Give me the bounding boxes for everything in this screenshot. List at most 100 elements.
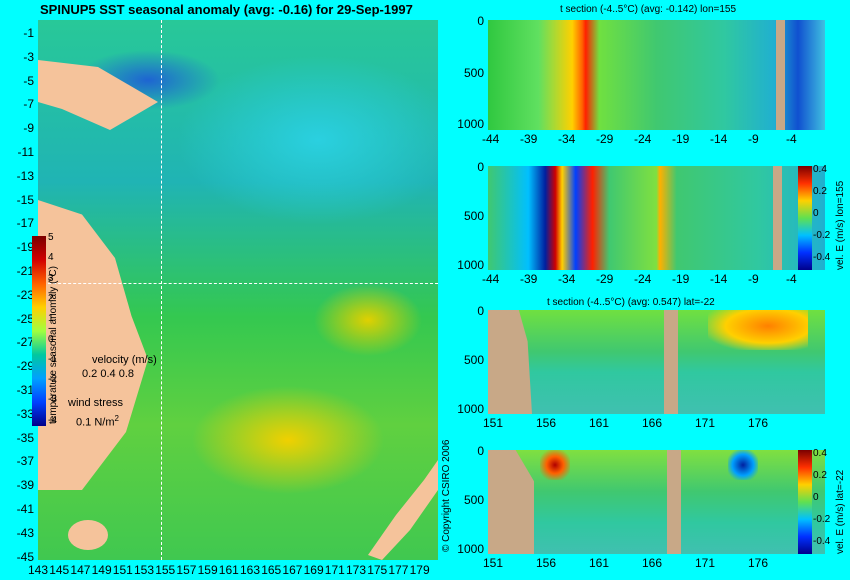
longitude-tick: 143 xyxy=(28,563,49,577)
panel1-y-tick: 0 xyxy=(477,14,484,28)
panel4-x-tick: 171 xyxy=(695,556,716,570)
panel3-land-mask-mid xyxy=(664,310,678,414)
panel2-x-tick: -34 xyxy=(558,272,576,286)
panel1-title: t section (-4..5°C) (avg: -0.142) lon=15… xyxy=(560,4,737,15)
colorbar-tick: -3 xyxy=(48,394,57,406)
panel4-x-tick: 161 xyxy=(589,556,610,570)
chart-title: SPINUP5 SST seasonal anomaly (avg: -0.16… xyxy=(40,2,413,17)
latitude-tick: -31 xyxy=(16,383,34,397)
temperature-colorbar xyxy=(32,236,46,426)
panel2-y-tick: 0 xyxy=(477,160,484,174)
colorbar-label: temperature seasonal anomaly (°C) xyxy=(48,266,59,424)
panel2-cb-tick: -0.4 xyxy=(813,252,831,263)
panel2-x-tick: -14 xyxy=(710,272,728,286)
panel3-heatmap xyxy=(488,310,825,414)
longitude-tick: 161 xyxy=(218,563,239,577)
crosshair-vertical xyxy=(161,20,162,560)
longitude-tick: 157 xyxy=(176,563,197,577)
panel3-land-mask-left xyxy=(488,310,532,414)
panel1-x-tick: -24 xyxy=(634,132,652,146)
longitude-tick: 177 xyxy=(388,563,409,577)
panel4-land-mask-left xyxy=(488,450,534,554)
latitude-tick: -15 xyxy=(16,192,34,207)
latitude-tick: -25 xyxy=(16,311,34,326)
latitude-tick: -27 xyxy=(16,335,34,350)
longitude-tick: 169 xyxy=(303,563,324,577)
panel4-cb-tick: 0.4 xyxy=(813,448,827,459)
colorbar-tick: 3 xyxy=(48,272,54,284)
panel2-x-tick: -9 xyxy=(748,272,759,286)
panel3-x-tick: 161 xyxy=(589,416,610,430)
panel4-warm-patch xyxy=(540,450,570,480)
panel1-x-tick: -39 xyxy=(520,132,538,146)
panel2-x-tick: -44 xyxy=(482,272,500,286)
panel2-cb-label: vel. E (m/s) lon=155 xyxy=(835,180,846,270)
longitude-tick: 153 xyxy=(134,563,155,577)
latitude-tick: -41 xyxy=(16,502,34,516)
panel3-x-tick: 156 xyxy=(536,416,557,430)
latitude-tick: -7 xyxy=(23,97,34,112)
colorbar-tick: 2 xyxy=(48,292,54,304)
panel2-x-tick: -24 xyxy=(634,272,652,286)
panel3-x-tick: 176 xyxy=(748,416,769,430)
latitude-tick: -35 xyxy=(16,430,34,445)
colorbar-tick: 1 xyxy=(48,313,54,325)
panel1-heatmap xyxy=(488,20,825,130)
latitude-tick: -39 xyxy=(16,478,34,493)
longitude-tick: 151 xyxy=(112,563,133,577)
new-guinea-land xyxy=(38,60,158,130)
panel2-cb-tick: 0.4 xyxy=(813,164,827,175)
panel1-x-tick: -14 xyxy=(710,132,728,146)
panel1-x-tick: -19 xyxy=(672,132,690,146)
latitude-tick: -21 xyxy=(16,264,34,278)
wind-stress-scale: 0.1 N/m2 xyxy=(76,414,119,429)
panel2-heatmap xyxy=(488,166,825,270)
panel4-cb-tick: 0.2 xyxy=(813,470,827,481)
panel1-y-tick: 1000 xyxy=(457,117,484,132)
panel3-y-tick: 0 xyxy=(477,304,484,318)
panel2-land-mask xyxy=(773,166,782,270)
latitude-tick: -1 xyxy=(23,26,34,40)
panel4-y-tick: 1000 xyxy=(457,541,484,556)
panel4-x-tick: 156 xyxy=(536,556,557,570)
colorbar-tick: -4 xyxy=(48,414,57,426)
colorbar-tick: -2 xyxy=(48,374,57,386)
latitude-tick: -5 xyxy=(23,73,34,88)
panel1-land-mask xyxy=(776,20,785,130)
panel2-x-tick: -29 xyxy=(596,272,614,286)
panel2-colorbar xyxy=(798,166,812,270)
longitude-tick: 173 xyxy=(346,563,367,577)
panel4-y-tick: 0 xyxy=(477,444,484,458)
longitude-tick: 179 xyxy=(409,563,430,577)
latitude-tick: -45 xyxy=(16,549,34,564)
colorbar-tick: 4 xyxy=(48,252,54,264)
longitude-tick: 159 xyxy=(197,563,218,577)
latitude-tick: -33 xyxy=(16,406,34,421)
panel1-x-tick: -34 xyxy=(558,132,576,146)
longitude-tick: 165 xyxy=(261,563,282,577)
sst-anomaly-map xyxy=(38,20,438,560)
panel2-x-tick: -39 xyxy=(520,272,538,286)
panel4-x-tick: 166 xyxy=(642,556,663,570)
panel2-y-tick: 1000 xyxy=(457,257,484,272)
panel3-y-tick: 500 xyxy=(463,352,484,367)
panel2-y-tick: 500 xyxy=(463,208,484,223)
panel4-land-mask-mid xyxy=(667,450,681,554)
panel4-cb-tick: -0.2 xyxy=(813,514,831,525)
panel2-x-tick: -4 xyxy=(786,272,797,286)
longitude-tick: 149 xyxy=(91,563,112,577)
colorbar-tick: -1 xyxy=(48,353,57,365)
longitude-tick: 155 xyxy=(155,563,176,577)
velocity-label: velocity (m/s) xyxy=(92,354,157,366)
panel2-x-tick: -19 xyxy=(672,272,690,286)
panel3-warm-patch xyxy=(708,310,808,350)
panel2-cb-tick: 0 xyxy=(813,208,819,219)
panel4-cb-tick: -0.4 xyxy=(813,536,831,547)
latitude-tick: -17 xyxy=(16,216,34,231)
panel3-x-tick: 166 xyxy=(642,416,663,430)
panel4-cb-tick: 0 xyxy=(813,492,819,503)
new-zealand-land xyxy=(368,460,438,560)
colorbar-tick: 5 xyxy=(48,232,54,243)
latitude-tick: -11 xyxy=(17,145,34,159)
panel4-x-tick: 151 xyxy=(483,556,504,570)
